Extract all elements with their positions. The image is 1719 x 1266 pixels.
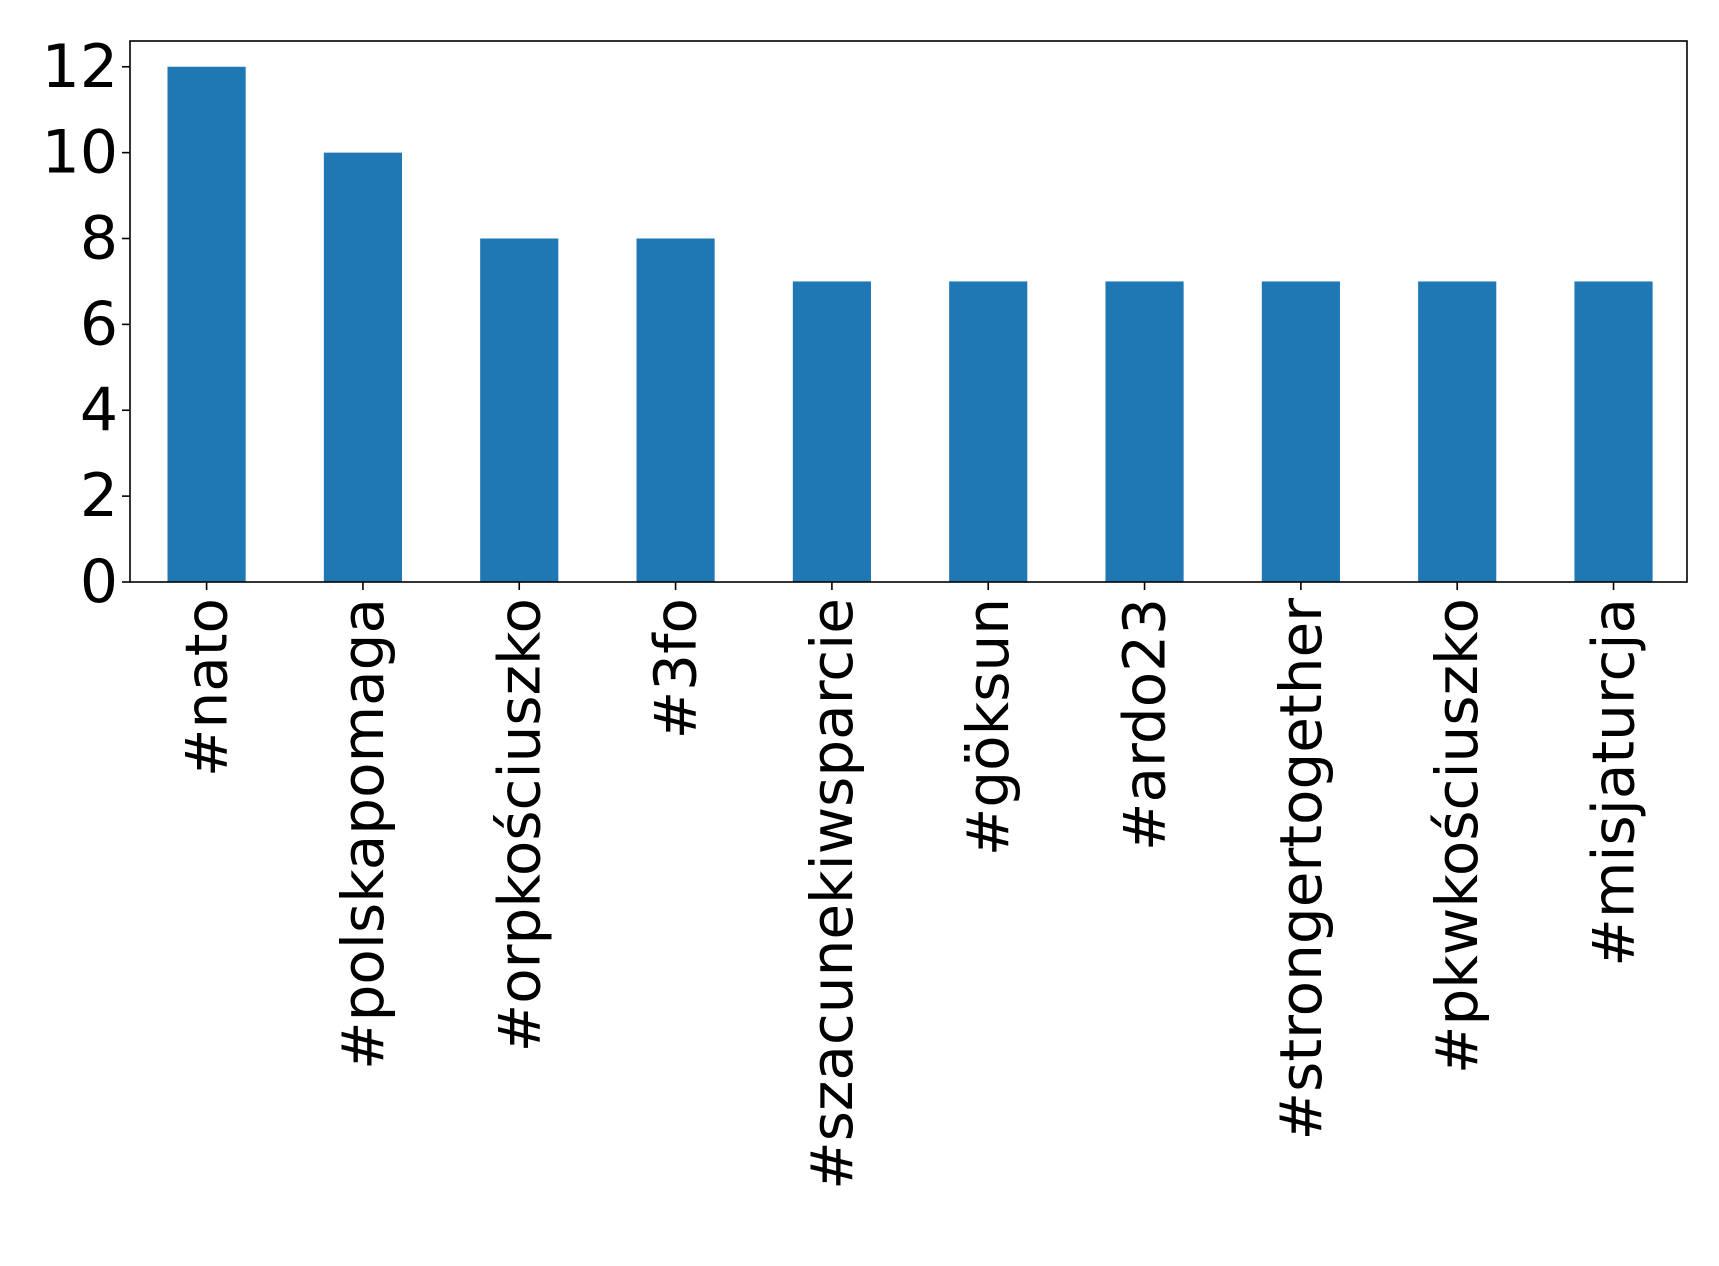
bar-3 (636, 238, 715, 582)
bar-6 (1105, 281, 1184, 582)
bar-7 (1261, 281, 1340, 582)
x-tick-label-3: #3fo (642, 598, 710, 739)
y-tick-label-6: 12 (42, 32, 118, 102)
y-tick-label-4: 8 (80, 204, 118, 274)
y-tick-label-1: 2 (80, 461, 118, 531)
x-axis: #nato #polskapomaga #orpkościuszko #3fo #sza… (173, 582, 1648, 1190)
bar-1 (323, 152, 403, 582)
bar-2 (480, 238, 559, 582)
y-tick-label-0: 0 (80, 547, 118, 617)
x-tick-label-6: #ardo23 (1111, 598, 1179, 851)
bar-4 (792, 281, 871, 582)
x-tick-label-4: #szacunekiwsparcie (798, 598, 866, 1190)
plot-frame (129, 40, 1688, 583)
bars-layer (167, 66, 1653, 582)
bar-5 (949, 281, 1028, 582)
bar-8 (1418, 281, 1497, 582)
x-tick-label-7: #strongertogether (1267, 598, 1335, 1141)
bar-0 (167, 66, 246, 582)
x-tick-label-2: #orpkościuszko (485, 598, 553, 1052)
y-tick-label-5: 10 (42, 118, 118, 188)
y-tick-label-2: 4 (80, 375, 118, 445)
x-tick-label-0: #nato (173, 598, 241, 777)
y-tick-label-3: 6 (80, 289, 118, 359)
x-tick-label-8: #pkwkościuszko (1423, 598, 1491, 1074)
bar-9 (1574, 281, 1653, 582)
x-tick-label-5: #göksun (954, 598, 1022, 856)
x-tick-label-9: #misjaturcja (1580, 598, 1648, 967)
x-tick-label-1: #polskapomaga (329, 598, 397, 1070)
y-axis: 0 2 4 6 8 10 12 (42, 32, 130, 617)
